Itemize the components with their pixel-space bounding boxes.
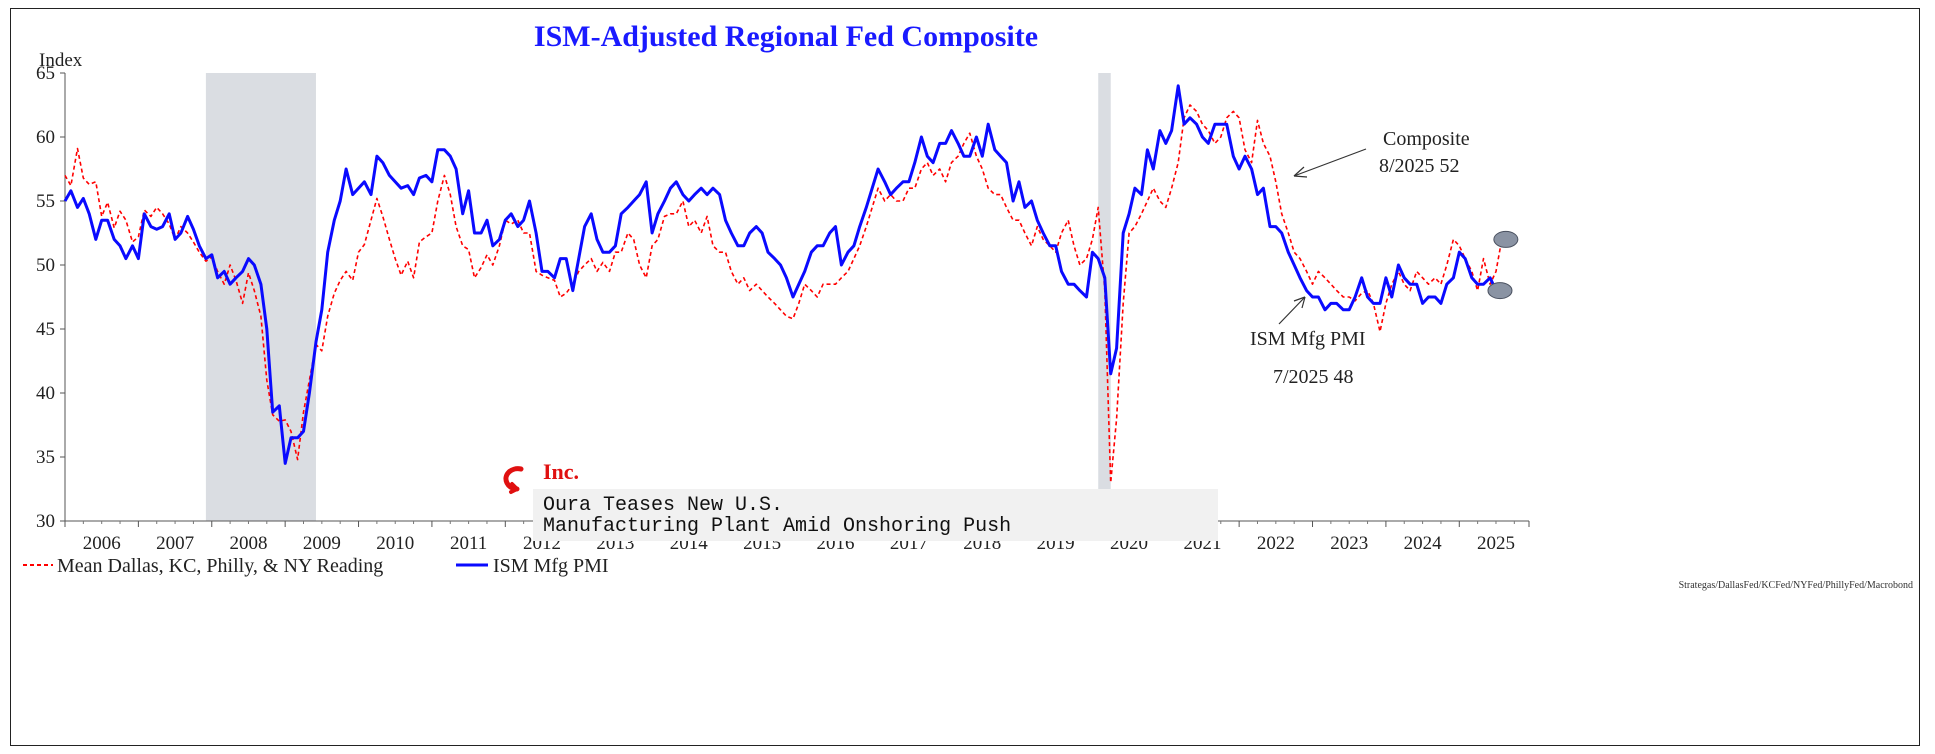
y-tick-label: 55: [36, 191, 55, 212]
ism-series-line: [63, 84, 1498, 465]
x-tick-label: 2009: [303, 533, 341, 554]
composite-arrow-head: [1293, 166, 1308, 178]
news-headline-box[interactable]: Oura Teases New U.S. Manufacturing Plant…: [533, 489, 1218, 541]
y-tick-label: 60: [36, 127, 55, 148]
composite-series-line: [64, 104, 1503, 484]
news-overlay[interactable]: Inc. Oura Teases New U.S. Manufacturing …: [493, 459, 1218, 541]
x-tick-label: 2011: [450, 533, 487, 554]
y-tick-label: 45: [36, 319, 55, 340]
composite-arrow: [1293, 148, 1367, 177]
composite-annotation-label: Composite: [1383, 128, 1470, 150]
composite-endpoint-marker: [1493, 230, 1519, 248]
x-tick-label: 2023: [1330, 533, 1368, 554]
y-tick-label: 50: [36, 255, 55, 276]
x-tick-label: 2025: [1477, 533, 1515, 554]
legend-ism-label: ISM Mfg PMI: [493, 555, 609, 577]
x-tick-label: 2006: [83, 533, 121, 554]
x-tick-label: 2024: [1404, 533, 1443, 554]
x-tick-label: 2007: [156, 533, 194, 554]
legend-composite-label: Mean Dallas, KC, Philly, & NY Reading: [57, 555, 383, 577]
x-tick-label: 2008: [229, 533, 267, 554]
ism-arrow: [1278, 296, 1306, 325]
y-axis-label: Index: [39, 50, 83, 71]
ism-annotation: ISM Mfg PMI 7/2025 48: [1250, 296, 1366, 388]
chart-svg: ISM-Adjusted Regional Fed Composite Inde…: [23, 20, 1913, 591]
y-tick-label: 30: [36, 511, 55, 532]
x-tick-label: 2022: [1257, 533, 1295, 554]
ism-endpoint-marker: [1487, 282, 1513, 300]
y-tick-label: 65: [36, 63, 55, 84]
ism-arrow-head: [1293, 296, 1306, 309]
news-brand: Inc.: [543, 459, 580, 484]
y-tick-label: 35: [36, 447, 55, 468]
ism-annotation-label: ISM Mfg PMI: [1250, 328, 1366, 350]
y-tick-label: 40: [36, 383, 55, 404]
source-note: Strategas/DallasFed/KCFed/NYFed/PhillyFe…: [1679, 580, 1913, 591]
chart-frame: ISM-Adjusted Regional Fed Composite Inde…: [10, 8, 1920, 746]
legend: Mean Dallas, KC, Philly, & NY Reading IS…: [23, 555, 609, 577]
x-tick-label: 2010: [376, 533, 414, 554]
composite-annotation-value: 8/2025 52: [1379, 155, 1460, 177]
composite-annotation: Composite 8/2025 52: [1293, 128, 1470, 178]
series-lines: [63, 84, 1503, 484]
endpoint-markers: [1487, 230, 1519, 300]
ism-annotation-value: 7/2025 48: [1273, 366, 1354, 388]
news-headline[interactable]: Oura Teases New U.S. Manufacturing Plant…: [543, 494, 1012, 538]
chart-title: ISM-Adjusted Regional Fed Composite: [534, 20, 1038, 53]
inc-logo-icon: [503, 466, 524, 494]
recession-band-0: [205, 73, 316, 521]
recession-shading: [205, 73, 1111, 521]
